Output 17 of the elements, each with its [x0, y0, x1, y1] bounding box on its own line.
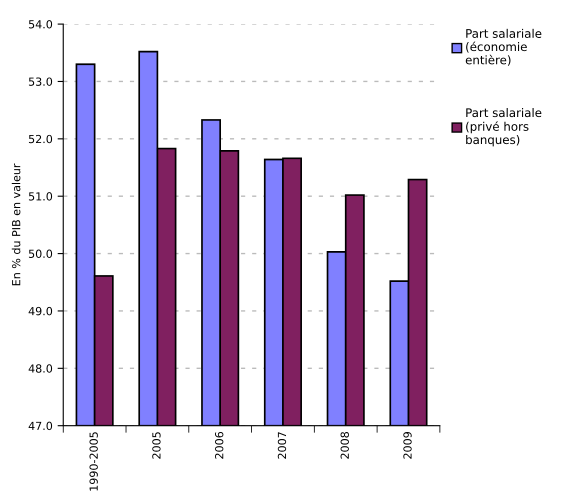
y-tick-label: 54.0 — [28, 20, 52, 28]
x-tick-label: 2007 — [278, 432, 286, 459]
legend-label: Part salariale (économie entière) — [466, 28, 542, 66]
y-tick-label: 52.0 — [28, 134, 52, 144]
y-tick-label: 48.0 — [28, 364, 52, 373]
y-tick-label: 53.0 — [28, 77, 52, 86]
y-tick-label: 51.0 — [28, 192, 52, 201]
y-axis-title: En % du PIB en valeur — [12, 164, 20, 286]
x-tick-label: 2009 — [403, 432, 412, 459]
x-tick-label: 1990-2005 — [89, 432, 98, 491]
y-tick-label: 50.0 — [28, 250, 52, 258]
x-tick-label: 2008 — [340, 432, 349, 459]
y-tick-label: 49.0 — [28, 306, 52, 316]
y-tick-label: 47.0 — [28, 422, 52, 430]
x-tick-label: 2006 — [214, 432, 224, 459]
legend-label: Part salariale (privé hors banques) — [466, 108, 542, 146]
x-tick-label: 2005 — [152, 432, 161, 459]
